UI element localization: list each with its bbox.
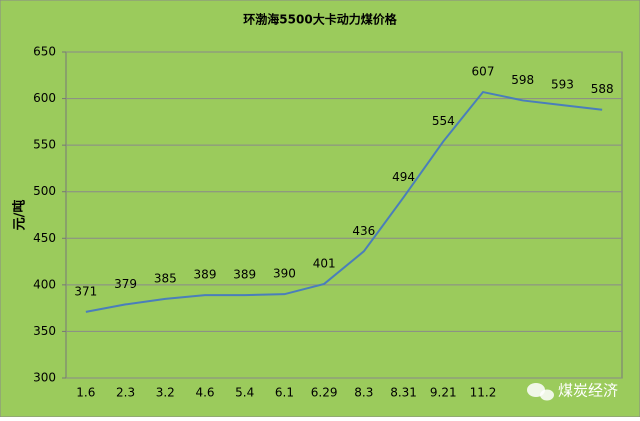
x-tick-label: 1.6 bbox=[76, 386, 95, 400]
x-tick-label: 4.6 bbox=[195, 386, 214, 400]
data-label: 390 bbox=[273, 267, 296, 281]
x-tick-label: 6.29 bbox=[311, 386, 338, 400]
y-tick-label: 300 bbox=[33, 371, 56, 385]
x-tick-label: 6.1 bbox=[275, 386, 294, 400]
x-tick-label: 8.31 bbox=[390, 386, 417, 400]
y-axis-label: 元/吨 bbox=[12, 200, 28, 231]
data-label: 389 bbox=[233, 268, 256, 282]
data-label: 593 bbox=[551, 78, 574, 92]
data-label: 588 bbox=[591, 82, 614, 96]
data-label: 385 bbox=[154, 271, 177, 285]
x-tick-label: 8.3 bbox=[354, 386, 373, 400]
y-tick-label: 350 bbox=[33, 324, 56, 338]
x-tick-label: 2.3 bbox=[116, 386, 135, 400]
y-tick-label: 400 bbox=[33, 277, 56, 291]
x-tick-label: 3.2 bbox=[156, 386, 175, 400]
plot-area bbox=[65, 51, 623, 379]
watermark: 煤炭经济 bbox=[558, 382, 618, 400]
y-tick-label: 550 bbox=[33, 138, 56, 152]
y-tick-label: 450 bbox=[33, 231, 56, 245]
data-label: 598 bbox=[511, 73, 534, 87]
data-label: 371 bbox=[74, 284, 97, 298]
data-label: 389 bbox=[194, 268, 217, 282]
y-tick-label: 600 bbox=[33, 91, 56, 105]
data-label: 494 bbox=[392, 170, 415, 184]
x-tick-label: 5.4 bbox=[235, 386, 254, 400]
data-label: 607 bbox=[472, 65, 495, 79]
y-tick-label: 500 bbox=[33, 184, 56, 198]
line bbox=[85, 90, 603, 313]
data-label: 379 bbox=[114, 277, 137, 291]
chart-title: 环渤海5500大卡动力煤价格 bbox=[243, 12, 397, 27]
y-tick-label: 650 bbox=[33, 45, 56, 59]
x-tick-label: 11.2 bbox=[470, 386, 497, 400]
data-label: 436 bbox=[352, 224, 375, 238]
watermark-icon bbox=[527, 383, 554, 401]
data-label: 554 bbox=[432, 114, 455, 128]
x-tick-label: 9.21 bbox=[430, 386, 457, 400]
data-label: 401 bbox=[313, 256, 336, 270]
